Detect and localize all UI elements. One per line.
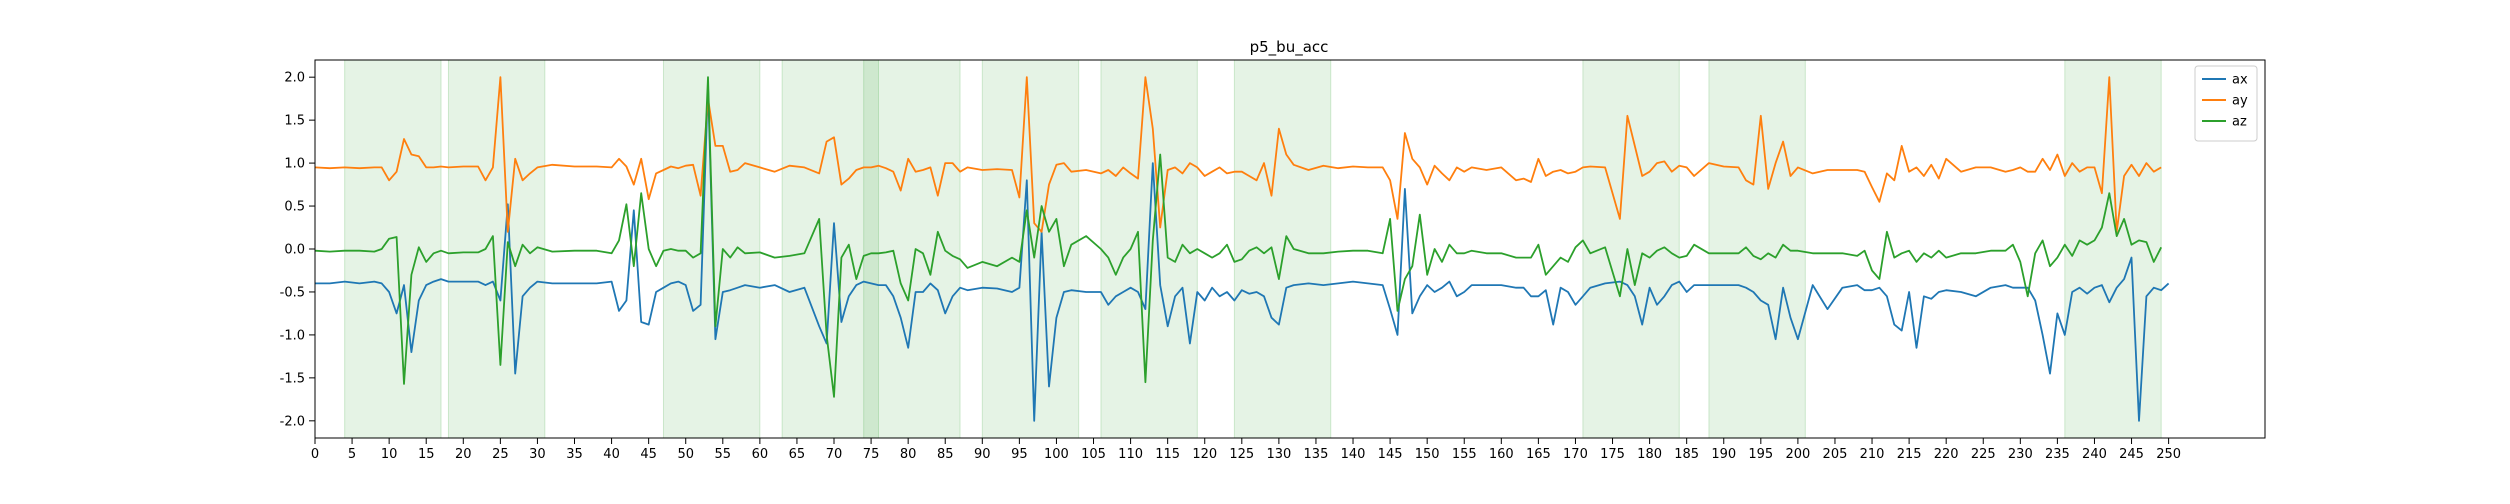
y-tick-label: 0.5: [284, 200, 305, 215]
x-tick-label: 10: [381, 447, 398, 462]
x-tick-label: 250: [2156, 447, 2181, 462]
x-tick-label: 180: [1637, 447, 1662, 462]
x-tick-label: 220: [1934, 447, 1959, 462]
series-line-az: [314, 76, 2163, 398]
shaded-region-8: [1582, 59, 1680, 439]
x-tick-label: 5: [348, 447, 356, 462]
y-tick-label: -1.0: [280, 328, 305, 343]
shaded-regions: [344, 59, 2162, 439]
chart-title: p5_bu_acc: [1250, 38, 1329, 57]
x-tick-label: 75: [863, 447, 880, 462]
x-tick-label: 70: [826, 447, 843, 462]
x-tick-label: 130: [1266, 447, 1291, 462]
x-tick-label: 0: [311, 447, 319, 462]
y-tick-label: 0.0: [284, 243, 305, 258]
x-tick-label: 95: [1011, 447, 1028, 462]
legend-label-ay: ay: [2232, 94, 2248, 109]
legend-label-ax: ax: [2232, 73, 2248, 88]
x-tick-label: 125: [1229, 447, 1254, 462]
shaded-region-3: [781, 59, 879, 439]
x-tick-label: 215: [1897, 447, 1922, 462]
x-tick-label: 45: [640, 447, 657, 462]
x-tick-label: 50: [677, 447, 694, 462]
x-tick-label: 185: [1674, 447, 1699, 462]
x-tick-label: 240: [2082, 447, 2107, 462]
shaded-region-7: [1233, 59, 1332, 439]
shaded-region-4: [863, 59, 961, 439]
x-tick-label: 190: [1711, 447, 1736, 462]
legend: ax ay az: [2194, 65, 2258, 142]
x-tick-label: 110: [1118, 447, 1143, 462]
x-tick-label: 120: [1192, 447, 1217, 462]
y-tick-label: 2.0: [284, 71, 305, 86]
x-tick-label: 80: [900, 447, 917, 462]
x-tick-label: 55: [715, 447, 732, 462]
series-lines: [314, 76, 2170, 422]
x-tick-label: 90: [974, 447, 991, 462]
x-tick-label: 165: [1526, 447, 1551, 462]
x-tick-label: 100: [1044, 447, 1069, 462]
x-tick-label: 175: [1600, 447, 1625, 462]
shaded-region-0: [344, 59, 442, 439]
x-tick-label: 135: [1304, 447, 1329, 462]
x-tick-label: 30: [529, 447, 546, 462]
x-tick-label: 40: [603, 447, 620, 462]
x-tick-label: 155: [1452, 447, 1477, 462]
x-tick-label: 225: [1971, 447, 1996, 462]
x-tick-label: 235: [2045, 447, 2070, 462]
y-tick-label: 1.5: [284, 114, 305, 129]
y-axis: -2.0 -1.5 -1.0 -0.5 0.0 0.5 1.0 1.5 2.0: [280, 71, 315, 429]
x-tick-label: 20: [455, 447, 472, 462]
legend-label-az: az: [2232, 115, 2247, 130]
x-tick-label: 60: [752, 447, 769, 462]
series-line-ay: [314, 76, 2162, 233]
shaded-region-5: [981, 59, 1080, 439]
x-tick-label: 140: [1341, 447, 1366, 462]
x-tick-label: 115: [1155, 447, 1180, 462]
x-tick-label: 205: [1823, 447, 1848, 462]
x-tick-label: 105: [1081, 447, 1106, 462]
y-tick-label: 1.0: [284, 157, 305, 172]
x-axis: 0 5 10 15 20 25 30 35 40 45 50 55 60 65 70 75 80 85 90 95 10…: [311, 438, 2181, 462]
x-tick-label: 145: [1378, 447, 1403, 462]
series-line-ax: [315, 84, 2170, 422]
x-tick-label: 195: [1748, 447, 1773, 462]
x-tick-label: 200: [1785, 447, 1810, 462]
y-tick-label: -0.5: [280, 285, 305, 300]
shaded-region-9: [1708, 59, 1806, 439]
x-tick-label: 150: [1415, 447, 1440, 462]
x-tick-label: 210: [1860, 447, 1885, 462]
x-tick-label: 230: [2008, 447, 2033, 462]
x-tick-label: 25: [492, 447, 509, 462]
x-tick-label: 35: [566, 447, 583, 462]
x-tick-label: 160: [1489, 447, 1514, 462]
x-tick-label: 65: [789, 447, 806, 462]
x-tick-label: 245: [2119, 447, 2144, 462]
x-tick-label: 170: [1563, 447, 1588, 462]
y-tick-label: -1.5: [280, 371, 305, 386]
y-tick-label: -2.0: [280, 414, 305, 429]
legend-box: [2194, 65, 2258, 142]
x-tick-label: 15: [418, 447, 435, 462]
x-tick-label: 85: [937, 447, 954, 462]
shaded-region-10: [2064, 59, 2162, 439]
